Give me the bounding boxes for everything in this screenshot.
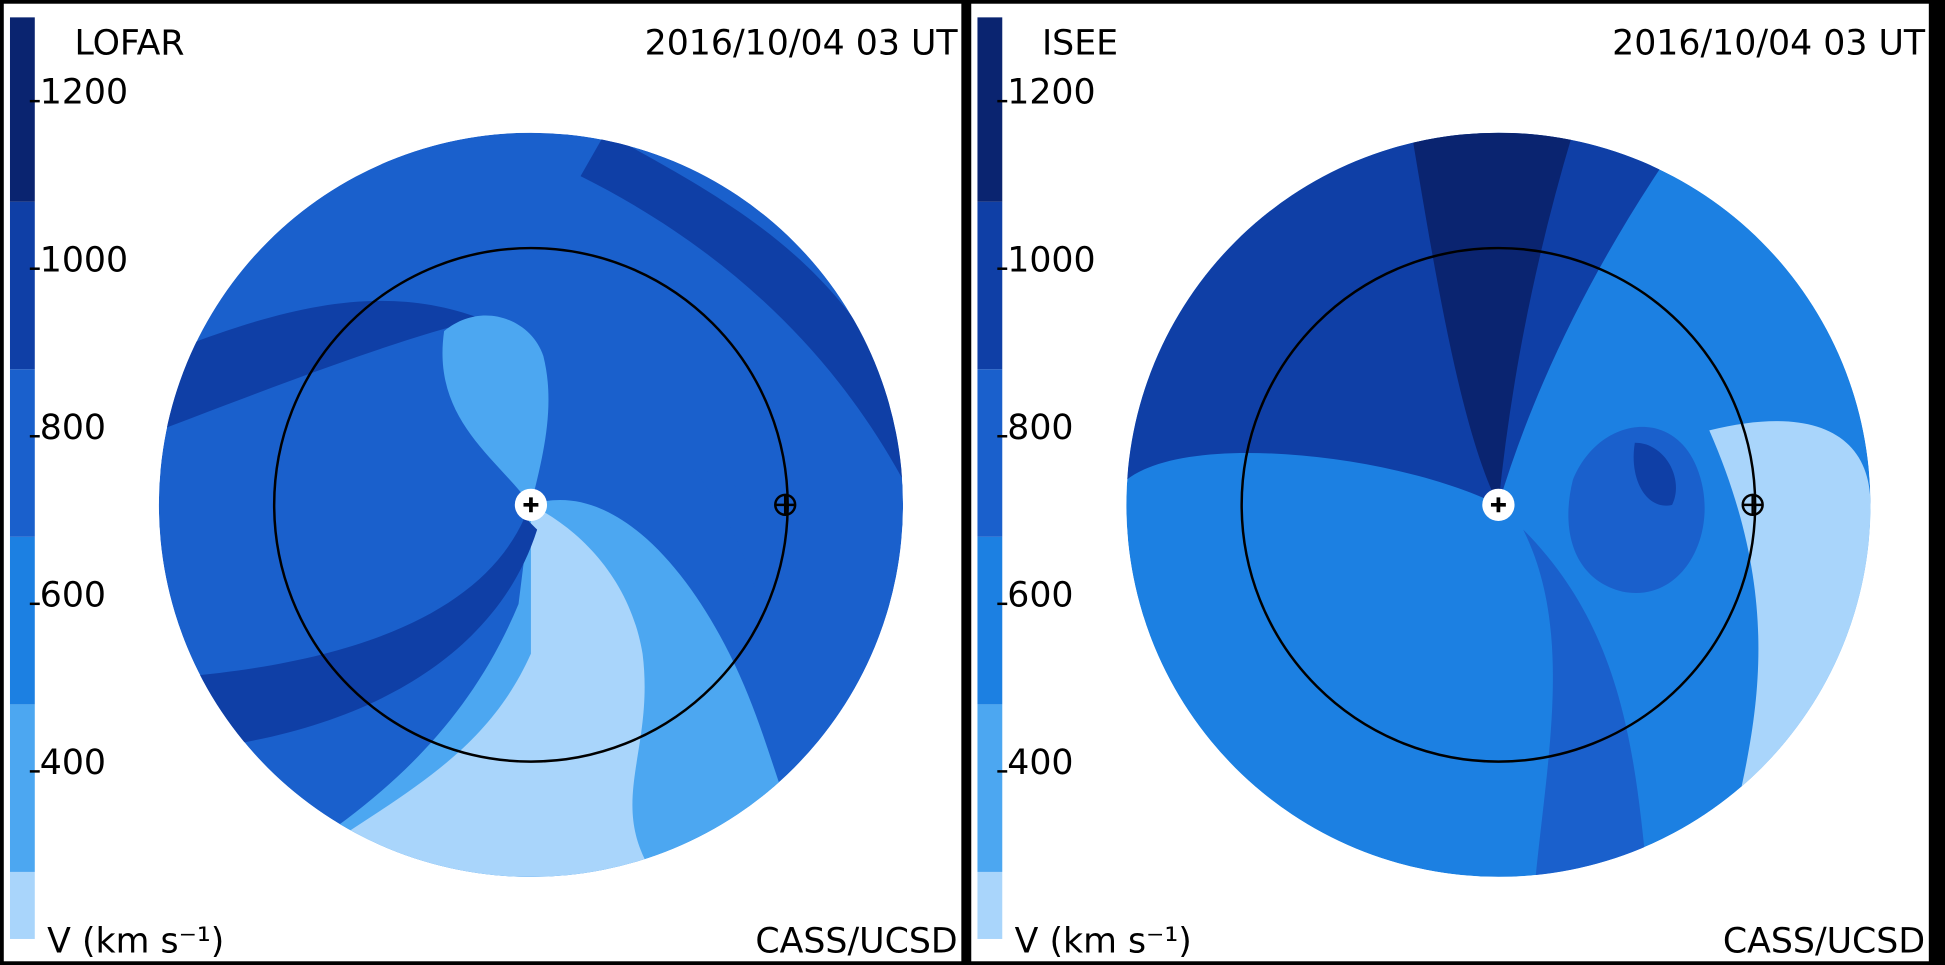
colorbar-tick-label: 400	[40, 743, 106, 783]
colorbar-band	[10, 537, 35, 705]
colorbar-tick-label: 600	[1007, 575, 1073, 615]
colorbar-tick-label: 800	[40, 408, 106, 448]
panel-title: LOFAR	[74, 24, 184, 64]
colorbar-tick-label: 400	[1007, 743, 1073, 783]
panel: 400 600 800 1000 1200 ISEE 2016/10/04 03 UT V (…	[971, 4, 1929, 962]
colorbar-tick-label: 1000	[1007, 240, 1095, 280]
colorbar-band	[977, 537, 1002, 705]
credit: CASS/UCSD	[755, 922, 957, 962]
colorbar-tick-label: 1000	[40, 240, 128, 280]
colorbar-band	[977, 202, 1002, 370]
colorbar-band	[977, 369, 1002, 537]
panel: 400 600 800 1000 1200 LOFAR 2016/10/04 03 UT V …	[4, 4, 962, 962]
colorbar-tick-label: 800	[1007, 408, 1073, 448]
figure: 400 600 800 1000 1200 LOFAR 2016/10/04 03 UT V …	[0, 0, 1945, 965]
colorbar-band	[10, 872, 35, 939]
panel-date: 2016/10/04 03 UT	[645, 24, 959, 64]
colorbar-band	[977, 872, 1002, 939]
colorbar-tick-label: 1200	[1007, 73, 1095, 113]
colorbar-band	[10, 369, 35, 537]
colorbar-band	[10, 704, 35, 872]
colorbar-band	[10, 17, 35, 201]
colorbar-label: V (km s⁻¹)	[47, 922, 224, 962]
panel-title: ISEE	[1042, 24, 1118, 64]
colorbar-band	[977, 17, 1002, 201]
credit: CASS/UCSD	[1723, 922, 1925, 962]
colorbar-band	[10, 202, 35, 370]
colorbar-tick-label: 600	[40, 575, 106, 615]
colorbar-band	[977, 704, 1002, 872]
colorbar-label: V (km s⁻¹)	[1015, 922, 1192, 962]
panel-date: 2016/10/04 03 UT	[1612, 24, 1926, 64]
colorbar-tick-label: 1200	[40, 73, 128, 113]
